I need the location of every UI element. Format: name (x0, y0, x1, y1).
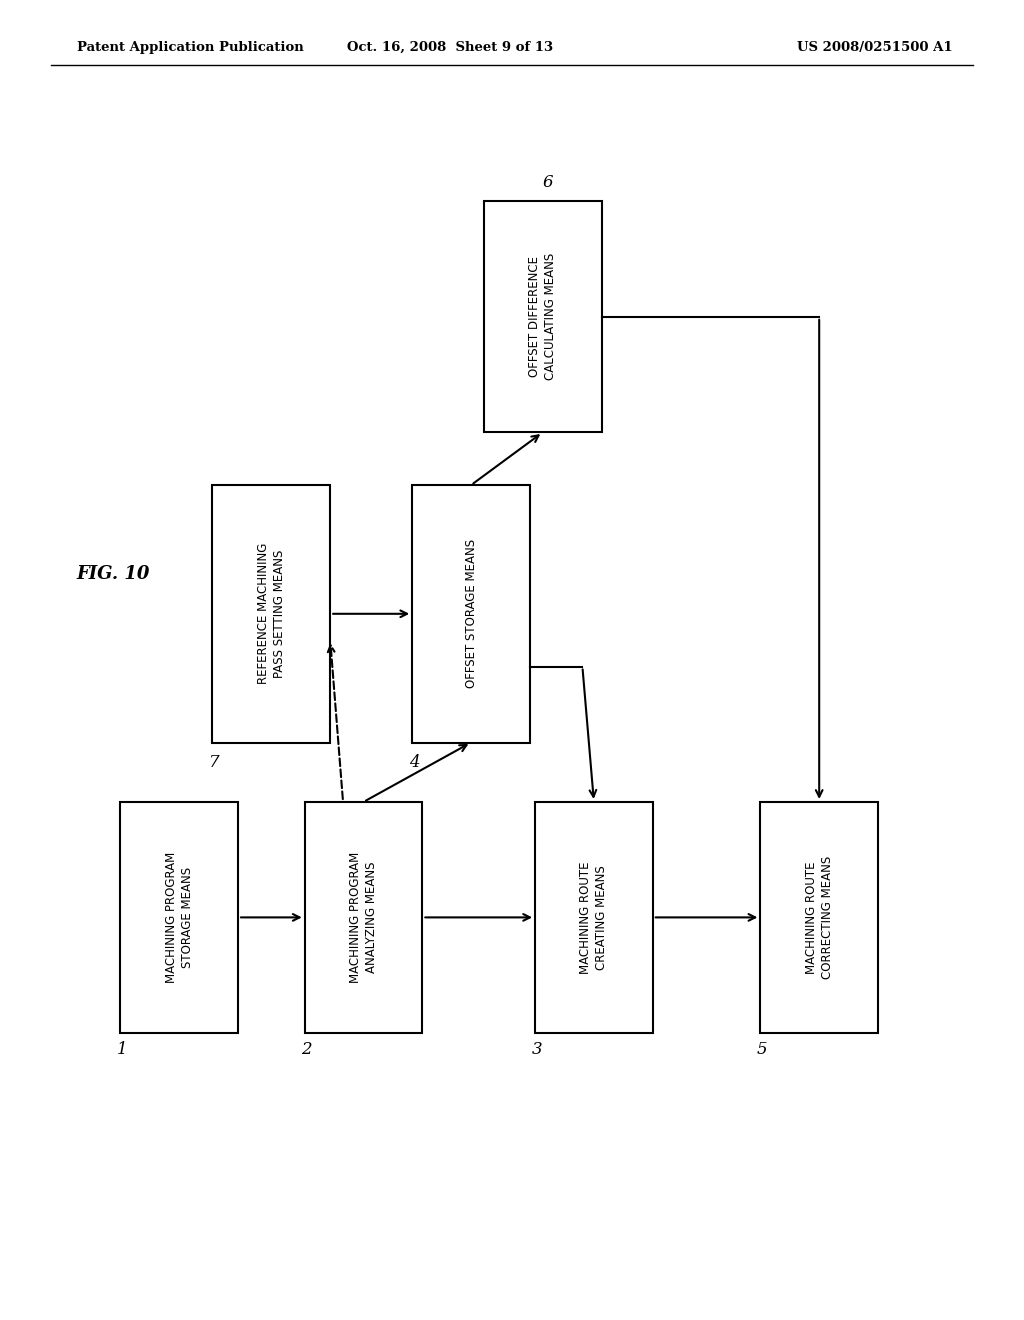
Bar (305, 803, 422, 1032)
Text: MACHINING ROUTE
CORRECTING MEANS: MACHINING ROUTE CORRECTING MEANS (805, 855, 834, 979)
Text: 7: 7 (209, 755, 219, 771)
Text: 6: 6 (543, 174, 553, 190)
Text: MACHINING PROGRAM
STORAGE MEANS: MACHINING PROGRAM STORAGE MEANS (165, 851, 194, 983)
Text: 5: 5 (757, 1041, 767, 1057)
Text: Oct. 16, 2008  Sheet 9 of 13: Oct. 16, 2008 Sheet 9 of 13 (347, 41, 554, 54)
Text: 3: 3 (531, 1041, 542, 1057)
Text: 1: 1 (117, 1041, 127, 1057)
Text: FIG. 10: FIG. 10 (77, 565, 151, 583)
Bar (535, 803, 653, 1032)
Text: OFFSET DIFFERENCE
CALCULATING MEANS: OFFSET DIFFERENCE CALCULATING MEANS (528, 253, 557, 380)
Text: OFFSET STORAGE MEANS: OFFSET STORAGE MEANS (465, 540, 477, 688)
Text: REFERENCE MACHINING
PASS SETTING MEANS: REFERENCE MACHINING PASS SETTING MEANS (257, 543, 286, 685)
Bar (412, 484, 530, 742)
Bar (121, 803, 238, 1032)
Bar (484, 202, 602, 433)
Bar (213, 484, 330, 742)
Text: 4: 4 (409, 755, 419, 771)
Text: MACHINING PROGRAM
ANALYZING MEANS: MACHINING PROGRAM ANALYZING MEANS (349, 851, 378, 983)
Text: MACHINING ROUTE
CREATING MEANS: MACHINING ROUTE CREATING MEANS (580, 861, 608, 974)
Text: Patent Application Publication: Patent Application Publication (77, 41, 303, 54)
Bar (760, 803, 879, 1032)
Text: US 2008/0251500 A1: US 2008/0251500 A1 (797, 41, 952, 54)
Text: 2: 2 (301, 1041, 311, 1057)
